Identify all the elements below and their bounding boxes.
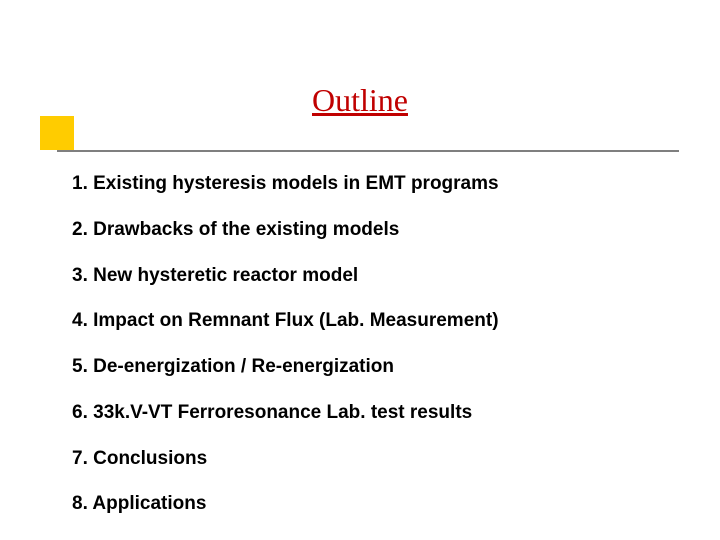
- accent-square: [40, 116, 74, 150]
- outline-item: 2. Drawbacks of the existing models: [72, 218, 662, 242]
- outline-item: 3. New hysteretic reactor model: [72, 264, 662, 288]
- outline-item: 1. Existing hysteresis models in EMT pro…: [72, 172, 662, 196]
- outline-item: 8. Applications: [72, 492, 662, 516]
- slide-title: Outline: [312, 82, 408, 118]
- title-divider: [57, 150, 679, 152]
- outline-item: 6. 33k.V-VT Ferroresonance Lab. test res…: [72, 401, 662, 425]
- outline-list: 1. Existing hysteresis models in EMT pro…: [72, 172, 662, 538]
- outline-item: 7. Conclusions: [72, 447, 662, 471]
- title-region: Outline: [0, 82, 720, 119]
- outline-item: 4. Impact on Remnant Flux (Lab. Measurem…: [72, 309, 662, 333]
- outline-item: 5. De-energization / Re-energization: [72, 355, 662, 379]
